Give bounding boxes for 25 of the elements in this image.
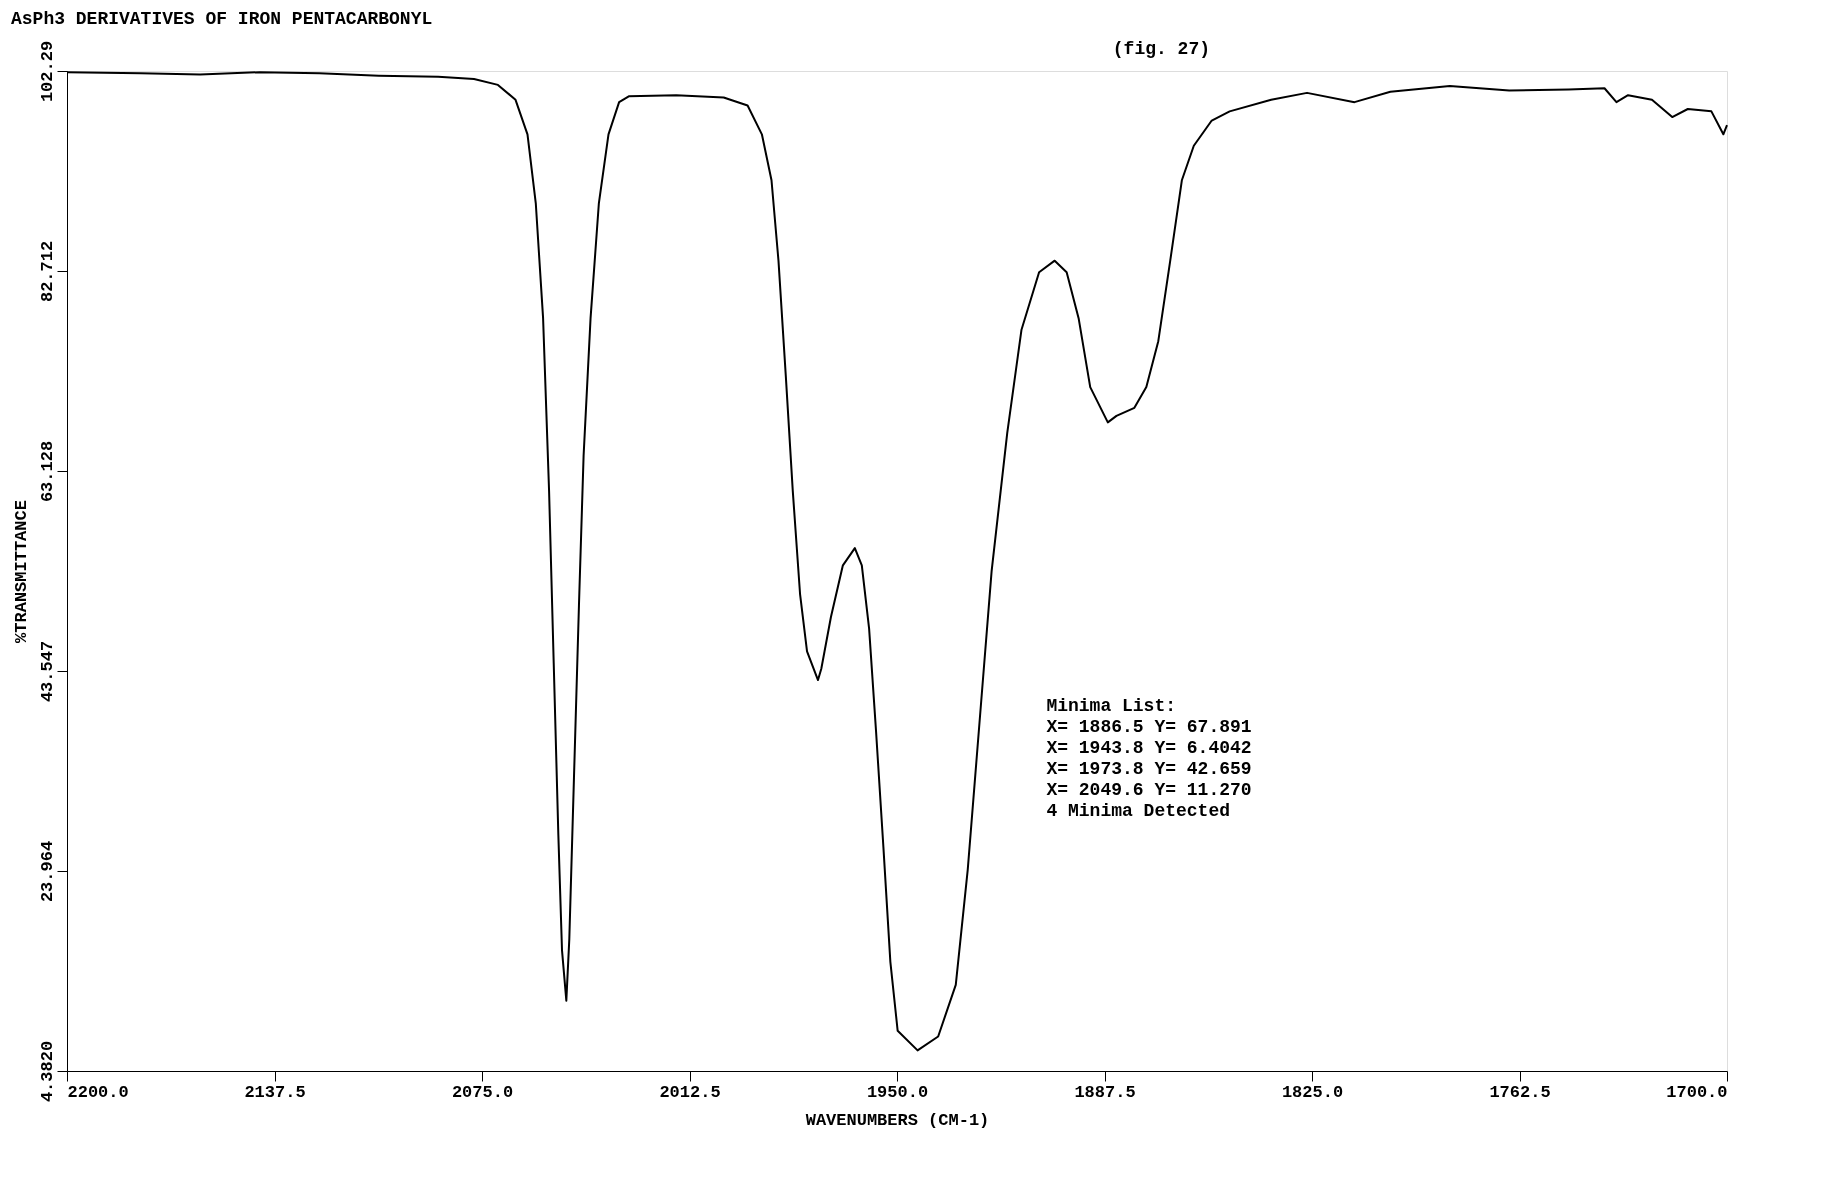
y-axis-title: %TRANSMITTANCE: [11, 500, 31, 643]
x-tick-label: 2200.0: [67, 1082, 129, 1102]
y-tick-label: 43.547: [37, 640, 57, 703]
x-tick-label: 1950.0: [866, 1082, 929, 1102]
annotation: X= 2049.6 Y= 11.270: [1046, 780, 1252, 800]
annotation: Minima List:: [1046, 696, 1177, 716]
x-tick-label: 2012.5: [659, 1082, 721, 1102]
chart-title: AsPh3 DERIVATIVES OF IRON PENTACARBONYL: [11, 9, 433, 29]
x-tick-label: 2137.5: [244, 1082, 306, 1102]
x-tick-label: 1825.0: [1281, 1082, 1344, 1102]
y-tick-label: 63.128: [37, 440, 57, 503]
y-tick-label: 23.964: [37, 840, 57, 903]
x-tick-label: 1887.5: [1074, 1082, 1136, 1102]
annotation: X= 1886.5 Y= 67.891: [1046, 717, 1252, 737]
x-tick-label: 1762.5: [1489, 1082, 1551, 1102]
y-tick-label: 4.3820: [37, 1040, 57, 1103]
annotation: 4 Minima Detected: [1046, 801, 1231, 821]
text: (fig. 27): [1112, 39, 1211, 59]
x-tick-label: 2075.0: [451, 1082, 514, 1102]
y-tick-label: 102.29: [37, 40, 57, 103]
x-tick-label: 1700.0: [1666, 1082, 1728, 1102]
x-axis-title: WAVENUMBERS (CM-1): [805, 1110, 990, 1130]
annotation: X= 1943.8 Y= 6.4042: [1046, 738, 1252, 758]
y-tick-label: 82.712: [37, 240, 57, 303]
annotation: X= 1973.8 Y= 42.659: [1046, 759, 1252, 779]
